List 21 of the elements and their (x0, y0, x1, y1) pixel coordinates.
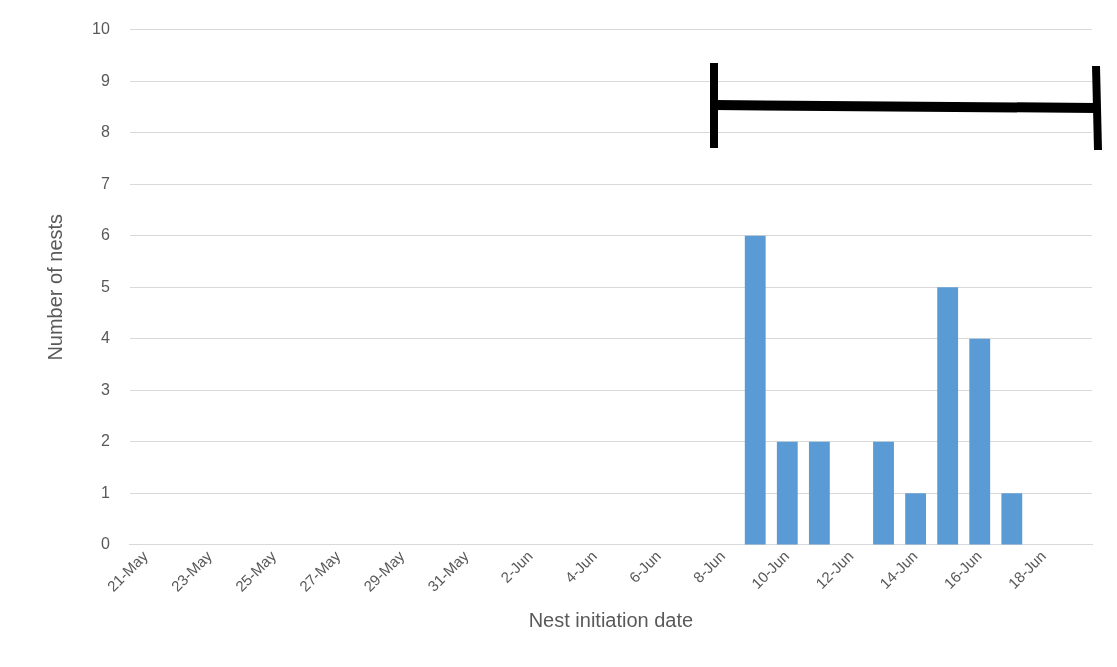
y-tick-label: 1 (100, 483, 110, 501)
y-tick-label: 6 (100, 226, 110, 244)
y-tick-label: 4 (100, 329, 110, 347)
bar (1001, 493, 1023, 545)
y-tick-label: 5 (100, 277, 110, 295)
x-axis-title: Nest initiation date (528, 608, 694, 631)
y-tick-label: 0 (100, 535, 110, 553)
y-tick-label: 7 (100, 174, 110, 192)
y-tick-label: 8 (100, 123, 110, 141)
bar (808, 441, 830, 545)
y-tick-label: 9 (100, 71, 110, 89)
y-tick-label: 10 (92, 20, 110, 38)
bar (873, 441, 894, 545)
bar (744, 235, 766, 545)
bar (937, 287, 959, 545)
bar (905, 493, 927, 545)
bar (776, 441, 798, 545)
bar (969, 338, 991, 545)
y-tick-label: 2 (100, 432, 110, 450)
y-tick-label: 3 (100, 380, 110, 398)
y-axis-title: Number of nests (43, 213, 66, 361)
